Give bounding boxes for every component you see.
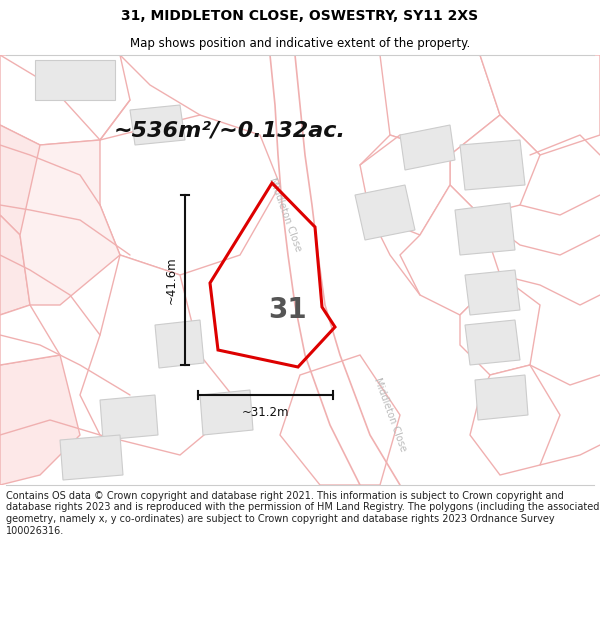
- Text: 31, MIDDLETON CLOSE, OSWESTRY, SY11 2XS: 31, MIDDLETON CLOSE, OSWESTRY, SY11 2XS: [121, 9, 479, 24]
- Polygon shape: [35, 60, 115, 100]
- Polygon shape: [355, 185, 415, 240]
- Text: Middleton Close: Middleton Close: [372, 377, 408, 453]
- Polygon shape: [380, 55, 500, 155]
- Polygon shape: [475, 375, 528, 420]
- Polygon shape: [0, 305, 60, 365]
- Polygon shape: [480, 55, 600, 155]
- Polygon shape: [465, 320, 520, 365]
- Polygon shape: [80, 115, 280, 275]
- Polygon shape: [400, 185, 500, 315]
- Polygon shape: [20, 140, 120, 305]
- Polygon shape: [155, 320, 204, 368]
- Text: ~31.2m: ~31.2m: [242, 406, 289, 419]
- Polygon shape: [0, 55, 130, 145]
- Polygon shape: [130, 105, 185, 145]
- Polygon shape: [280, 355, 400, 485]
- Polygon shape: [0, 355, 80, 485]
- Polygon shape: [470, 365, 560, 475]
- Polygon shape: [0, 125, 60, 235]
- Polygon shape: [100, 395, 158, 440]
- Polygon shape: [360, 135, 450, 235]
- Text: Map shows position and indicative extent of the property.: Map shows position and indicative extent…: [130, 38, 470, 51]
- Text: ~41.6m: ~41.6m: [164, 256, 178, 304]
- Text: ~536m²/~0.132ac.: ~536m²/~0.132ac.: [114, 120, 346, 140]
- Polygon shape: [460, 275, 540, 375]
- Polygon shape: [455, 203, 515, 255]
- Polygon shape: [450, 115, 540, 215]
- Polygon shape: [80, 255, 240, 455]
- Polygon shape: [60, 435, 123, 480]
- Polygon shape: [400, 125, 455, 170]
- Polygon shape: [0, 215, 30, 315]
- Polygon shape: [465, 270, 520, 315]
- Text: Contains OS data © Crown copyright and database right 2021. This information is : Contains OS data © Crown copyright and d…: [6, 491, 599, 536]
- Text: 31: 31: [268, 296, 307, 324]
- Polygon shape: [200, 390, 253, 435]
- Text: Middleton Close: Middleton Close: [267, 177, 303, 253]
- Polygon shape: [460, 140, 525, 190]
